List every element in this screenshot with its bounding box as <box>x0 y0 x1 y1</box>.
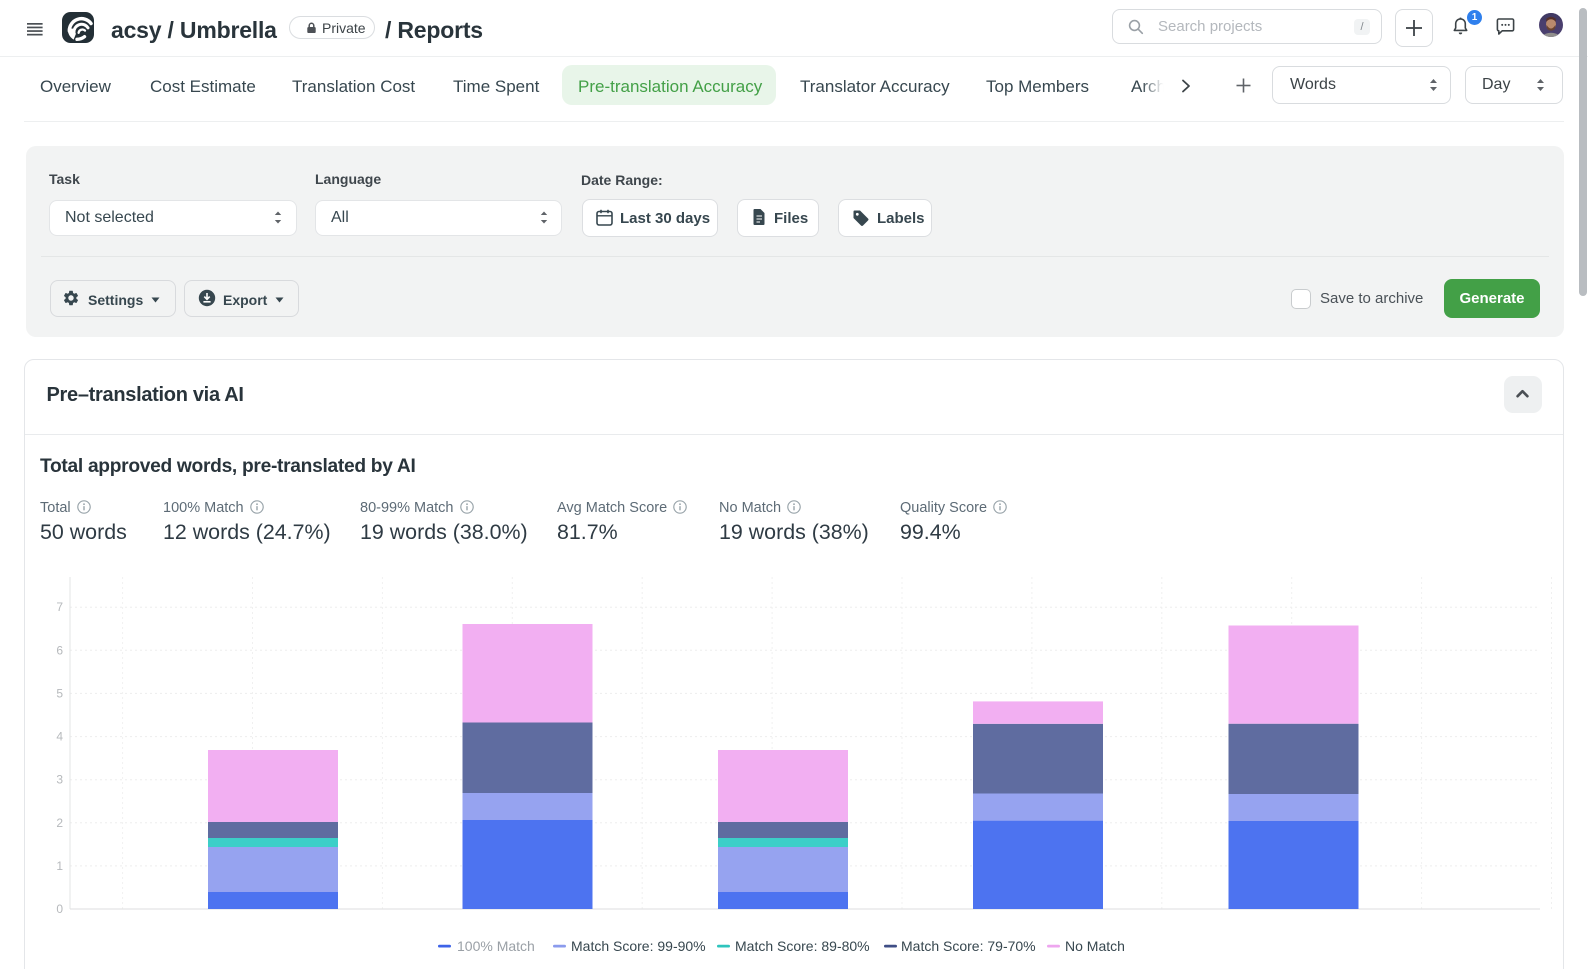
svg-text:No Match: No Match <box>1065 938 1125 954</box>
svg-text:5: 5 <box>56 686 63 700</box>
svg-text:2: 2 <box>56 816 63 830</box>
svg-text:6: 6 <box>56 643 63 657</box>
svg-text:100% Match: 100% Match <box>457 938 535 954</box>
svg-text:1: 1 <box>56 859 63 873</box>
svg-text:4: 4 <box>56 730 63 744</box>
svg-text:0: 0 <box>56 902 63 916</box>
svg-text:3: 3 <box>56 773 63 787</box>
svg-text:7: 7 <box>56 600 63 614</box>
svg-text:Match Score: 79-70%: Match Score: 79-70% <box>901 938 1036 954</box>
svg-text:Match Score: 89-80%: Match Score: 89-80% <box>735 938 870 954</box>
svg-text:Match Score: 99-90%: Match Score: 99-90% <box>571 938 706 954</box>
